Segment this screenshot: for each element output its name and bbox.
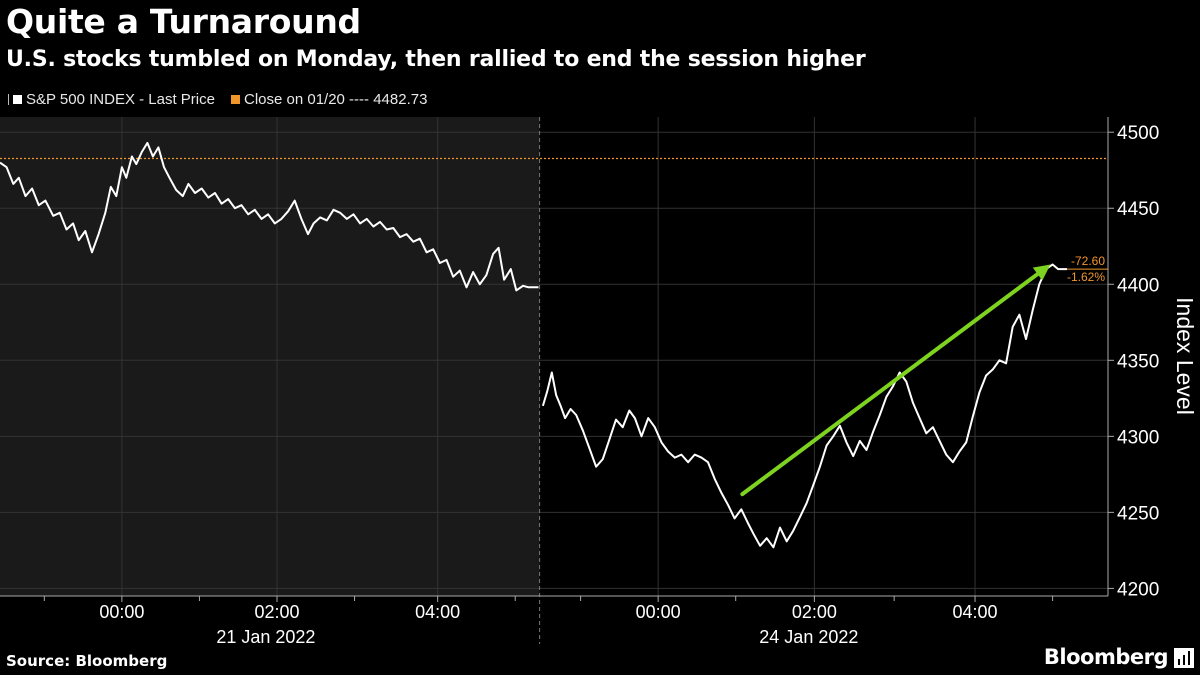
series-line bbox=[0, 141, 539, 292]
legend-swatch-orange bbox=[230, 95, 240, 104]
y-axis-title: Index Level bbox=[1172, 297, 1198, 415]
y-tick-label: 4500 bbox=[1117, 123, 1159, 144]
x-tick-label: 00:00 bbox=[636, 602, 681, 622]
legend-item-reference: Close on 01/20 ---- 4482.73 bbox=[230, 91, 428, 108]
session-shade bbox=[0, 117, 540, 596]
legend-label-reference: Close on 01/20 ---- 4482.73 bbox=[243, 91, 428, 108]
chart-title: Quite a Turnaround bbox=[6, 2, 361, 41]
y-tick-label: 4350 bbox=[1117, 351, 1159, 372]
x-tick-label: 04:00 bbox=[415, 602, 460, 622]
legend-label-series: S&P 500 INDEX - Last Price bbox=[26, 91, 215, 108]
series-line bbox=[541, 263, 1067, 549]
date-label: 24 Jan 2022 bbox=[759, 627, 858, 647]
change-label: -72.60 bbox=[1071, 254, 1105, 268]
date-label: 21 Jan 2022 bbox=[216, 627, 315, 647]
brand-logo-text: Bloomberg bbox=[1043, 645, 1169, 669]
x-tick-label: 02:00 bbox=[792, 602, 837, 622]
change-pct-label: -1.62% bbox=[1067, 270, 1105, 284]
x-tick-label: 00:00 bbox=[99, 602, 144, 622]
chart-subtitle: U.S. stocks tumbled on Monday, then rall… bbox=[6, 47, 866, 72]
x-tick-label: 04:00 bbox=[953, 602, 998, 622]
y-tick-label: 4200 bbox=[1117, 579, 1159, 600]
chart-legend: S&P 500 INDEX - Last Price Close on 01/2… bbox=[8, 91, 443, 108]
trend-arrow-shaft bbox=[740, 272, 1040, 497]
y-tick-label: 4250 bbox=[1117, 503, 1159, 524]
legend-swatch-white bbox=[13, 95, 22, 104]
y-tick-label: 4450 bbox=[1117, 199, 1159, 220]
y-tick-label: 4400 bbox=[1117, 275, 1159, 296]
pin-icon bbox=[8, 94, 13, 105]
bar-chart-icon bbox=[1174, 648, 1194, 668]
legend-item-series: S&P 500 INDEX - Last Price bbox=[8, 91, 215, 108]
x-tick-label: 02:00 bbox=[254, 602, 299, 622]
source-note: Source: Bloomberg bbox=[6, 652, 168, 670]
trend-arrow-head bbox=[1032, 264, 1051, 281]
y-tick-label: 4300 bbox=[1117, 427, 1159, 448]
